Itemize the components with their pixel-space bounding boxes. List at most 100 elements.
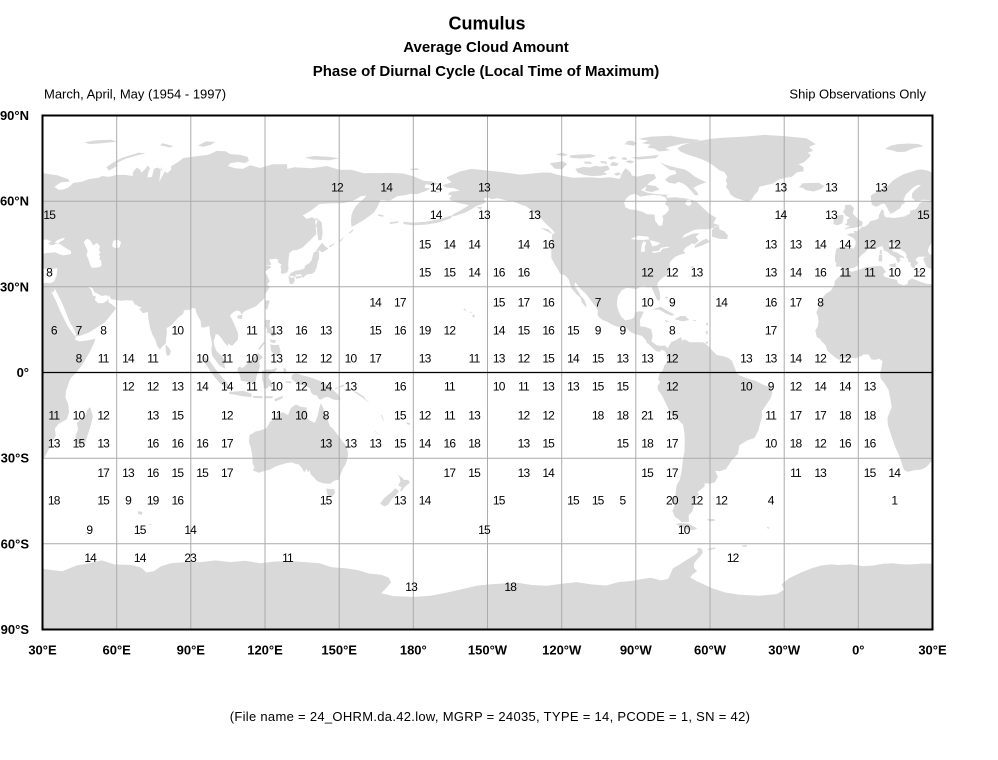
svg-text:13: 13 xyxy=(691,265,704,279)
svg-text:17: 17 xyxy=(97,466,110,480)
svg-text:14: 14 xyxy=(369,296,382,310)
svg-text:90°N: 90°N xyxy=(0,108,29,123)
svg-text:10: 10 xyxy=(888,265,901,279)
svg-text:17: 17 xyxy=(369,352,382,366)
svg-text:14: 14 xyxy=(814,238,827,252)
svg-text:13: 13 xyxy=(122,466,135,480)
svg-text:14: 14 xyxy=(493,324,506,338)
svg-text:19: 19 xyxy=(147,494,160,508)
svg-text:16: 16 xyxy=(295,324,308,338)
svg-text:15: 15 xyxy=(43,208,56,222)
svg-text:18: 18 xyxy=(790,437,803,451)
svg-text:12: 12 xyxy=(444,324,457,338)
svg-text:15: 15 xyxy=(478,523,491,537)
svg-text:0°: 0° xyxy=(852,643,864,658)
svg-text:15: 15 xyxy=(917,208,930,222)
svg-text:14: 14 xyxy=(380,181,393,195)
svg-text:16: 16 xyxy=(394,380,407,394)
svg-text:14: 14 xyxy=(468,238,481,252)
svg-text:11: 11 xyxy=(444,408,456,422)
svg-text:5: 5 xyxy=(619,494,626,508)
svg-text:13: 13 xyxy=(478,181,491,195)
svg-text:15: 15 xyxy=(196,466,209,480)
svg-text:11: 11 xyxy=(469,352,481,366)
svg-text:0°: 0° xyxy=(17,365,29,380)
svg-text:16: 16 xyxy=(394,324,407,338)
svg-text:9: 9 xyxy=(619,324,626,338)
svg-text:11: 11 xyxy=(271,408,283,422)
svg-text:10: 10 xyxy=(246,352,259,366)
svg-text:15: 15 xyxy=(468,466,481,480)
svg-text:14: 14 xyxy=(419,437,432,451)
svg-text:17: 17 xyxy=(444,466,457,480)
svg-text:Ship Observations Only: Ship Observations Only xyxy=(789,87,926,102)
svg-text:15: 15 xyxy=(73,437,86,451)
svg-text:15: 15 xyxy=(419,238,432,252)
svg-text:18: 18 xyxy=(504,580,517,594)
svg-text:8: 8 xyxy=(669,324,676,338)
svg-text:90°W: 90°W xyxy=(620,643,653,658)
svg-text:13: 13 xyxy=(419,352,432,366)
svg-text:150°E: 150°E xyxy=(321,643,357,658)
svg-text:8: 8 xyxy=(76,352,83,366)
svg-text:14: 14 xyxy=(790,265,803,279)
svg-text:14: 14 xyxy=(888,466,901,480)
svg-text:12: 12 xyxy=(221,408,234,422)
svg-text:13: 13 xyxy=(641,352,654,366)
svg-text:15: 15 xyxy=(542,352,555,366)
svg-text:10: 10 xyxy=(295,408,308,422)
svg-text:10: 10 xyxy=(345,352,358,366)
svg-text:8: 8 xyxy=(100,324,107,338)
svg-text:13: 13 xyxy=(369,437,382,451)
svg-text:11: 11 xyxy=(221,352,233,366)
svg-text:14: 14 xyxy=(134,551,147,565)
svg-text:(File name = 24_OHRM.da.42.low: (File name = 24_OHRM.da.42.low, MGRP = 2… xyxy=(230,709,751,724)
svg-text:15: 15 xyxy=(493,494,506,508)
svg-text:16: 16 xyxy=(864,437,877,451)
svg-text:15: 15 xyxy=(172,466,185,480)
svg-text:14: 14 xyxy=(775,208,788,222)
svg-text:13: 13 xyxy=(147,408,160,422)
svg-text:17: 17 xyxy=(221,466,234,480)
svg-text:13: 13 xyxy=(790,238,803,252)
svg-text:60°S: 60°S xyxy=(1,536,30,551)
svg-text:90°S: 90°S xyxy=(1,622,30,637)
svg-text:12: 12 xyxy=(666,265,679,279)
svg-text:15: 15 xyxy=(592,494,605,508)
svg-text:12: 12 xyxy=(888,238,901,252)
svg-text:30°E: 30°E xyxy=(918,643,947,658)
svg-text:13: 13 xyxy=(345,437,358,451)
svg-text:12: 12 xyxy=(666,380,679,394)
svg-text:13: 13 xyxy=(765,352,778,366)
svg-text:9: 9 xyxy=(595,324,602,338)
svg-text:10: 10 xyxy=(270,380,283,394)
svg-text:14: 14 xyxy=(839,380,852,394)
svg-text:11: 11 xyxy=(147,352,159,366)
svg-text:8: 8 xyxy=(46,265,53,279)
svg-text:10: 10 xyxy=(641,296,654,310)
svg-text:13: 13 xyxy=(765,265,778,279)
svg-text:18: 18 xyxy=(592,408,605,422)
svg-text:11: 11 xyxy=(444,380,456,394)
svg-text:7: 7 xyxy=(595,296,602,310)
svg-text:12: 12 xyxy=(814,437,827,451)
svg-text:9: 9 xyxy=(125,494,132,508)
svg-text:16: 16 xyxy=(196,437,209,451)
svg-text:11: 11 xyxy=(98,352,110,366)
svg-text:16: 16 xyxy=(542,238,555,252)
svg-text:13: 13 xyxy=(48,437,61,451)
svg-text:12: 12 xyxy=(727,551,740,565)
svg-text:15: 15 xyxy=(394,437,407,451)
svg-text:120°E: 120°E xyxy=(247,643,283,658)
svg-text:12: 12 xyxy=(691,494,704,508)
svg-text:13: 13 xyxy=(875,181,888,195)
svg-text:14: 14 xyxy=(542,466,555,480)
svg-text:10: 10 xyxy=(493,380,506,394)
svg-text:13: 13 xyxy=(864,380,877,394)
svg-text:13: 13 xyxy=(542,380,555,394)
svg-text:18: 18 xyxy=(617,408,630,422)
svg-text:13: 13 xyxy=(765,238,778,252)
svg-text:16: 16 xyxy=(839,437,852,451)
svg-text:13: 13 xyxy=(518,466,531,480)
svg-text:Phase of Diurnal Cycle (Local: Phase of Diurnal Cycle (Local Time of Ma… xyxy=(313,63,659,80)
